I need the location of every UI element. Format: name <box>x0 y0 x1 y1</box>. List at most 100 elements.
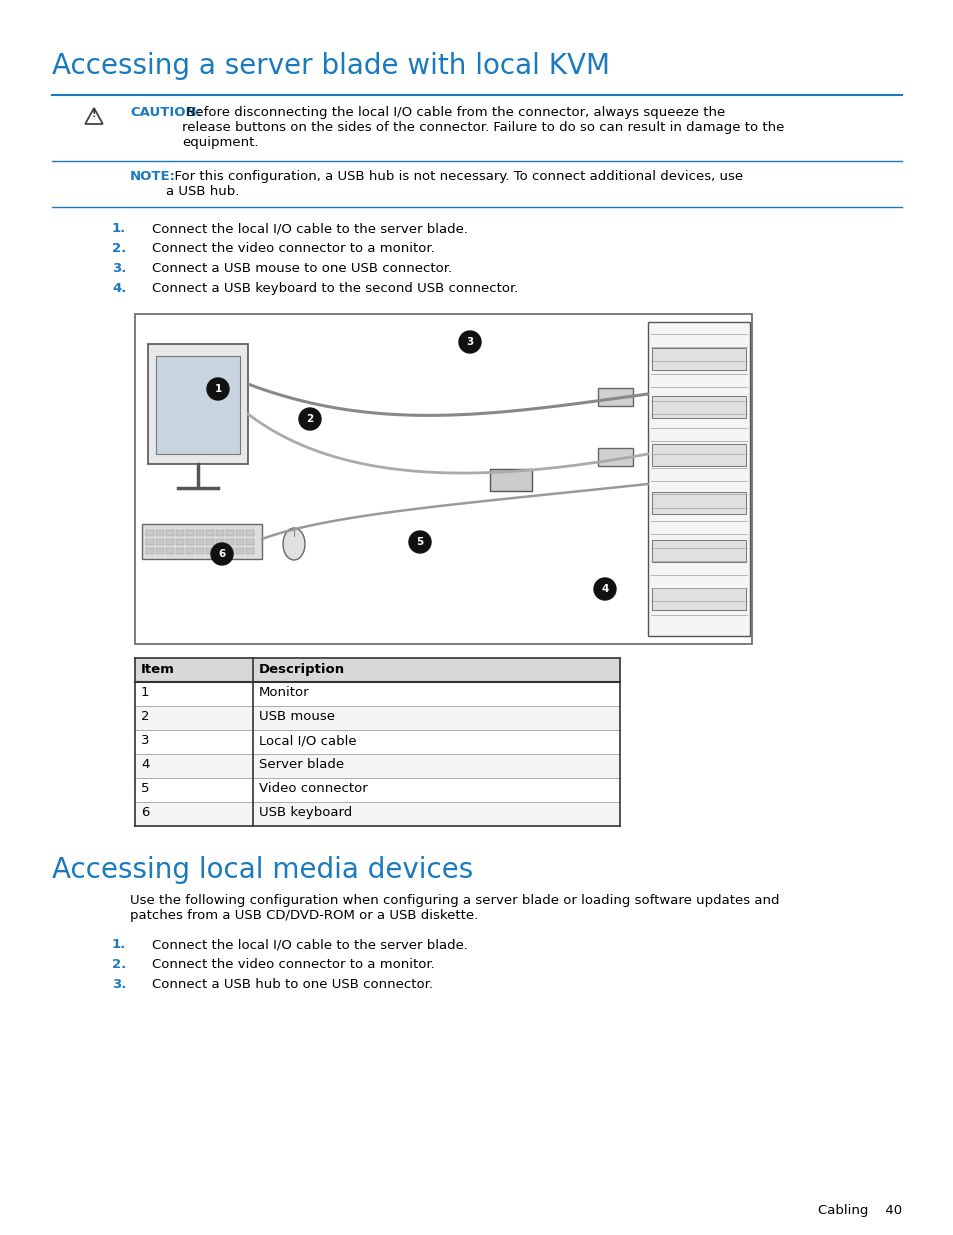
Bar <box>166 530 173 536</box>
Text: CAUTION:: CAUTION: <box>130 106 202 119</box>
Bar <box>166 538 173 545</box>
Text: 2: 2 <box>141 710 150 722</box>
Bar <box>135 314 751 643</box>
Text: Video connector: Video connector <box>258 782 367 795</box>
Bar <box>651 540 745 562</box>
Text: Server blade: Server blade <box>258 758 344 771</box>
Text: 2.: 2. <box>112 958 126 971</box>
Bar <box>175 548 184 555</box>
Text: For this configuration, a USB hub is not necessary. To connect additional device: For this configuration, a USB hub is not… <box>166 170 742 198</box>
Bar <box>246 548 253 555</box>
Text: Connect a USB keyboard to the second USB connector.: Connect a USB keyboard to the second USB… <box>152 282 517 295</box>
Text: Cabling    40: Cabling 40 <box>817 1204 901 1216</box>
Text: 3: 3 <box>141 734 150 747</box>
Text: Accessing a server blade with local KVM: Accessing a server blade with local KVM <box>52 52 609 80</box>
Bar <box>186 538 193 545</box>
Bar <box>598 388 633 406</box>
Text: Item: Item <box>141 663 174 676</box>
Text: 1: 1 <box>214 384 221 394</box>
Text: Local I/O cable: Local I/O cable <box>258 734 356 747</box>
Circle shape <box>207 378 229 400</box>
Bar <box>156 548 164 555</box>
Bar <box>135 755 619 778</box>
Bar <box>246 538 253 545</box>
Circle shape <box>409 531 431 553</box>
Text: Connect a USB hub to one USB connector.: Connect a USB hub to one USB connector. <box>152 978 433 990</box>
Bar <box>206 548 213 555</box>
Bar <box>148 345 248 464</box>
Bar <box>156 530 164 536</box>
Text: Connect the video connector to a monitor.: Connect the video connector to a monitor… <box>152 958 435 971</box>
Bar <box>651 396 745 417</box>
Text: 2: 2 <box>306 414 314 424</box>
Bar <box>156 356 240 454</box>
Bar <box>186 548 193 555</box>
Bar <box>166 548 173 555</box>
Bar <box>246 530 253 536</box>
Text: Before disconnecting the local I/O cable from the connector, always squeeze the
: Before disconnecting the local I/O cable… <box>182 106 783 149</box>
Bar <box>226 530 233 536</box>
Bar <box>195 530 204 536</box>
Bar <box>651 348 745 370</box>
Text: 1.: 1. <box>112 939 126 951</box>
Bar <box>135 802 619 826</box>
Bar <box>490 469 532 492</box>
Bar <box>598 448 633 466</box>
Text: 5: 5 <box>141 782 150 795</box>
Circle shape <box>211 543 233 564</box>
Text: Connect a USB mouse to one USB connector.: Connect a USB mouse to one USB connector… <box>152 262 452 275</box>
Text: Connect the video connector to a monitor.: Connect the video connector to a monitor… <box>152 242 435 254</box>
Bar <box>142 524 262 559</box>
Bar <box>651 445 745 466</box>
Text: 3.: 3. <box>112 262 126 275</box>
Bar <box>226 548 233 555</box>
Bar <box>215 530 224 536</box>
Text: USB mouse: USB mouse <box>258 710 335 722</box>
Text: 4: 4 <box>141 758 150 771</box>
Bar <box>235 538 244 545</box>
Bar <box>206 538 213 545</box>
Text: Monitor: Monitor <box>258 685 310 699</box>
Bar <box>175 538 184 545</box>
Text: 1: 1 <box>141 685 150 699</box>
Bar <box>215 538 224 545</box>
Bar <box>175 530 184 536</box>
Bar <box>215 548 224 555</box>
Ellipse shape <box>283 529 305 559</box>
Text: 6: 6 <box>141 806 150 819</box>
Bar <box>146 530 153 536</box>
Circle shape <box>458 331 480 353</box>
Circle shape <box>298 408 320 430</box>
Bar <box>206 530 213 536</box>
Text: 6: 6 <box>218 550 226 559</box>
Text: Accessing local media devices: Accessing local media devices <box>52 856 473 884</box>
Bar <box>651 492 745 514</box>
Circle shape <box>594 578 616 600</box>
Bar <box>135 658 619 682</box>
Text: 3: 3 <box>466 337 473 347</box>
Text: Connect the local I/O cable to the server blade.: Connect the local I/O cable to the serve… <box>152 222 468 235</box>
Bar <box>156 538 164 545</box>
Text: 2.: 2. <box>112 242 126 254</box>
Text: !: ! <box>91 109 96 119</box>
Bar <box>647 322 749 636</box>
Bar <box>235 530 244 536</box>
Bar <box>146 548 153 555</box>
Bar <box>235 548 244 555</box>
Text: 5: 5 <box>416 537 423 547</box>
Text: Use the following configuration when configuring a server blade or loading softw: Use the following configuration when con… <box>130 894 779 923</box>
Text: Connect the local I/O cable to the server blade.: Connect the local I/O cable to the serve… <box>152 939 468 951</box>
Text: USB keyboard: USB keyboard <box>258 806 352 819</box>
Text: NOTE:: NOTE: <box>130 170 175 183</box>
Bar <box>651 588 745 610</box>
Bar <box>195 548 204 555</box>
Text: 4: 4 <box>600 584 608 594</box>
Bar <box>226 538 233 545</box>
Text: 4.: 4. <box>112 282 126 295</box>
Bar <box>135 706 619 730</box>
Bar <box>146 538 153 545</box>
Text: 3.: 3. <box>112 978 126 990</box>
Text: 1.: 1. <box>112 222 126 235</box>
Bar <box>186 530 193 536</box>
Text: Description: Description <box>258 663 345 676</box>
